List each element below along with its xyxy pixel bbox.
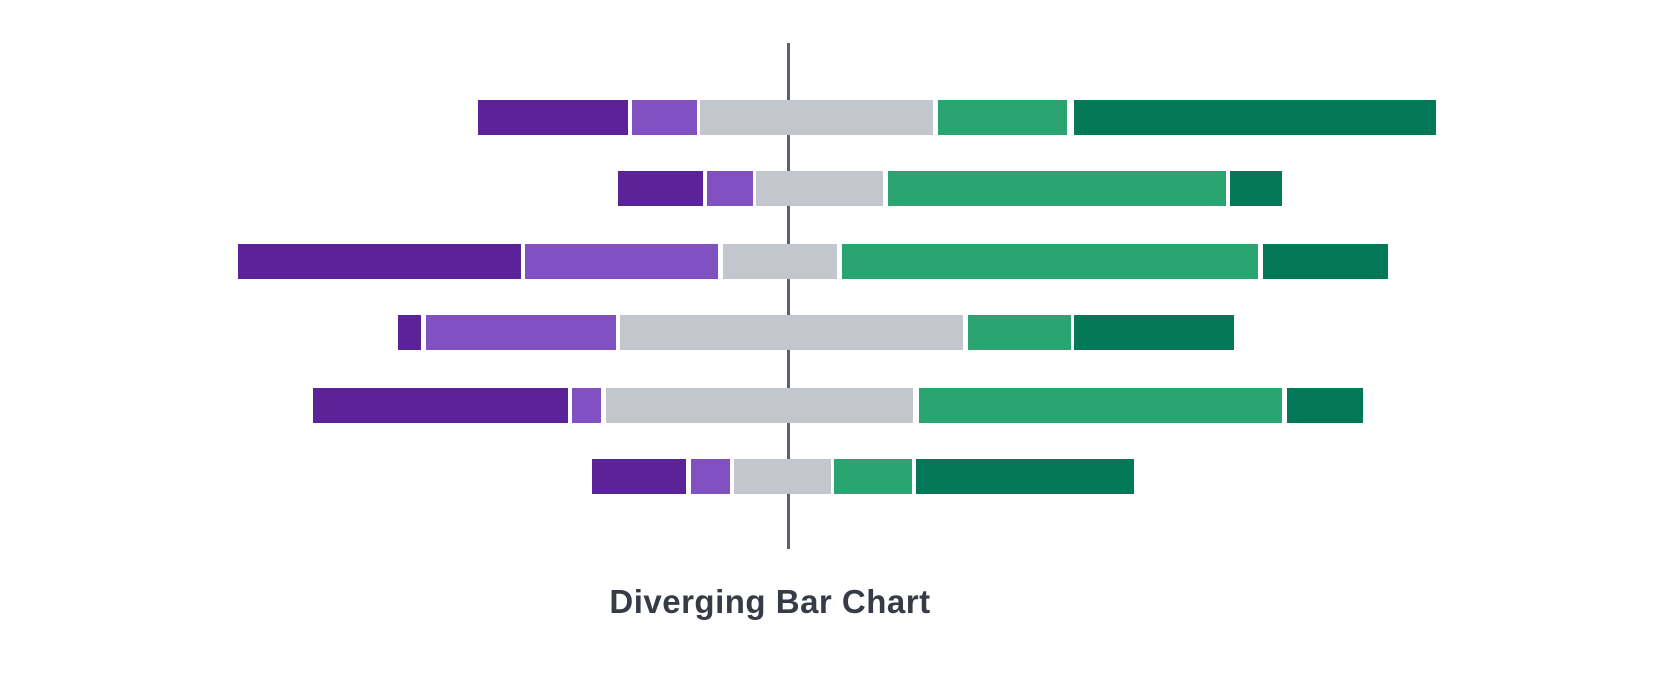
bar-segment-neutral <box>606 388 913 423</box>
bar-segment-positive <box>938 100 1067 135</box>
bar-segment-neutral <box>756 171 883 206</box>
bar-segment-strongly_positive <box>1230 171 1282 206</box>
bar-segment-negative <box>691 459 730 494</box>
bar-segment-neutral <box>700 100 933 135</box>
bar-segment-strongly_negative <box>398 315 421 350</box>
bar-segment-positive <box>842 244 1258 279</box>
bar-segment-strongly_negative <box>618 171 703 206</box>
bar-segment-negative <box>572 388 601 423</box>
bar-segment-neutral <box>723 244 837 279</box>
bar-segment-strongly_negative <box>592 459 686 494</box>
bar-segment-negative <box>632 100 697 135</box>
bar-segment-positive <box>834 459 912 494</box>
bar-segment-strongly_negative <box>238 244 521 279</box>
bar-segment-neutral <box>620 315 963 350</box>
bar-segment-neutral <box>734 459 831 494</box>
bar-segment-negative <box>707 171 753 206</box>
bar-segment-strongly_negative <box>478 100 628 135</box>
bar-segment-strongly_positive <box>1074 100 1436 135</box>
bar-segment-positive <box>968 315 1071 350</box>
bar-segment-strongly_positive <box>1287 388 1363 423</box>
bar-segment-strongly_positive <box>1074 315 1234 350</box>
bar-segment-negative <box>426 315 616 350</box>
bar-segment-strongly_positive <box>916 459 1134 494</box>
bar-segment-strongly_positive <box>1263 244 1388 279</box>
bar-segment-negative <box>525 244 718 279</box>
chart-title: Diverging Bar Chart <box>609 583 931 620</box>
bar-segment-positive <box>888 171 1226 206</box>
bar-segment-strongly_negative <box>313 388 568 423</box>
bar-segment-positive <box>919 388 1282 423</box>
zero-axis-line <box>787 43 790 549</box>
